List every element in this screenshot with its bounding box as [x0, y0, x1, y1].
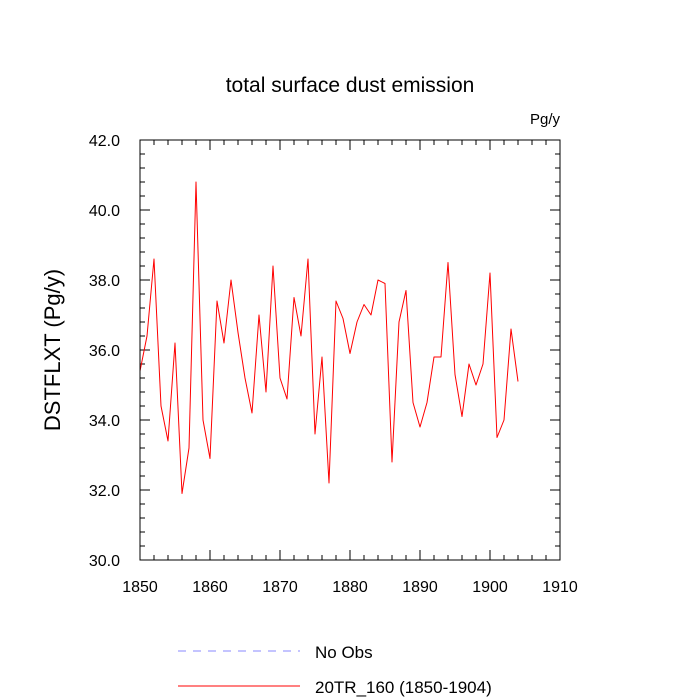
chart-title: total surface dust emission: [226, 74, 475, 97]
y-tick-label: 32.0: [89, 483, 120, 500]
series-line: [139, 181, 519, 494]
x-tick-label: 1880: [332, 579, 368, 596]
plot-frame: [139, 139, 561, 561]
legend-label: 20TR_160 (1850-1904): [315, 678, 492, 697]
y-tick-label: 40.0: [89, 203, 120, 220]
x-tick-label: 1890: [402, 579, 438, 596]
y-tick-label: 42.0: [89, 133, 120, 150]
x-tick-label: 1910: [542, 579, 578, 596]
legend-label: No Obs: [315, 643, 373, 662]
y-axis-label: DSTFLXT (Pg/y): [40, 269, 65, 431]
axes-ticks: [139, 139, 561, 561]
x-tick-label: 1850: [122, 579, 158, 596]
series-lines: [139, 181, 519, 494]
legend: No Obs 20TR_160 (1850-1904): [178, 643, 492, 697]
x-tick-label: 1860: [192, 579, 228, 596]
x-tick-label: 1900: [472, 579, 508, 596]
y-tick-label: 30.0: [89, 553, 120, 570]
tick-labels: 1850 1860 1870 1880 1890 1900 1910 30.0 32.0 34.0…: [89, 133, 578, 596]
y-tick-label: 38.0: [89, 273, 120, 290]
x-tick-label: 1870: [262, 579, 298, 596]
y-tick-label: 34.0: [89, 413, 120, 430]
y-tick-label: 36.0: [89, 343, 120, 360]
units-label: Pg/y: [530, 111, 561, 128]
